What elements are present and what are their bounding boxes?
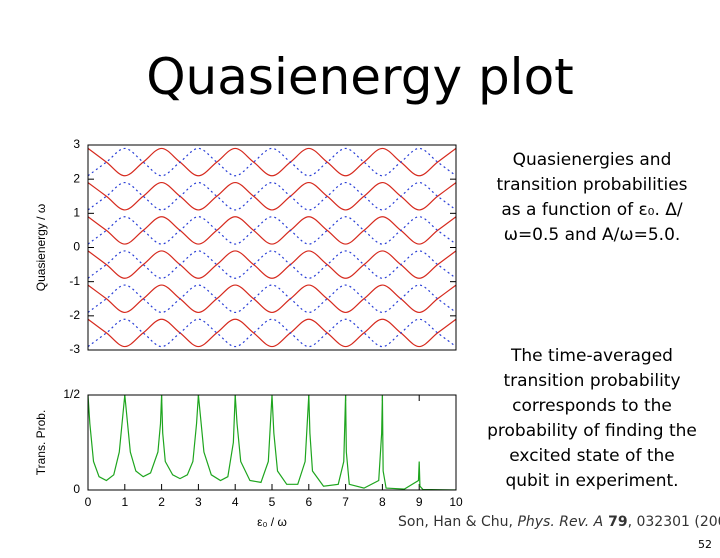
- x-tick-label: 10: [449, 495, 463, 509]
- plot-lines: [88, 395, 456, 490]
- series-line: [88, 181, 456, 211]
- series-line: [88, 284, 456, 314]
- y-tick-label: 0: [73, 240, 80, 254]
- y-axis-label: Quasienergy / ω: [34, 204, 48, 291]
- series-line: [88, 284, 456, 314]
- citation-journal: Phys. Rev. A: [517, 514, 604, 530]
- citation-part: , 032301 (2009): [627, 514, 720, 530]
- plot-lines: [88, 147, 456, 348]
- x-tick-label: 4: [232, 495, 239, 509]
- series-line: [88, 147, 456, 177]
- note: Quasienergies and transition probabiliti…: [496, 150, 688, 245]
- series-line: [88, 250, 456, 279]
- series-line: [88, 216, 456, 245]
- series-line: [88, 395, 456, 490]
- plot-frame: [87, 394, 457, 491]
- series-line: [88, 147, 456, 177]
- x-tick-label: 0: [85, 495, 92, 509]
- series-line: [88, 318, 456, 348]
- x-tick-label: 8: [379, 495, 386, 509]
- y-tick-label: 1: [73, 206, 80, 220]
- series-line: [88, 216, 456, 245]
- x-tick-label: 5: [269, 495, 276, 509]
- series-line: [88, 318, 456, 348]
- y-axis-label: Trans. Prob.: [34, 410, 48, 476]
- y-tick-label: -2: [69, 308, 80, 322]
- y-tick-label: 3: [73, 137, 80, 151]
- x-tick-label: 1: [121, 495, 128, 509]
- x-axis-label: ε₀ / ω: [257, 515, 287, 529]
- series-line: [88, 181, 456, 211]
- x-tick-label: 6: [305, 495, 312, 509]
- x-tick-label: 9: [416, 495, 423, 509]
- citation-volume: 79: [603, 514, 628, 530]
- y-tick-label: 0: [73, 482, 80, 496]
- series-line: [88, 250, 456, 279]
- y-tick-label: 1/2: [63, 387, 80, 401]
- plot-frame: [87, 144, 457, 351]
- y-tick-label: -3: [69, 342, 80, 356]
- y-tick-label: -1: [69, 274, 80, 288]
- citation-part: Son, Han & Chu,: [398, 514, 518, 530]
- x-tick-label: 2: [158, 495, 165, 509]
- note: The time-averaged transition probability…: [487, 346, 697, 491]
- x-tick-label: 7: [342, 495, 349, 509]
- slide-title: Quasienergy plot: [146, 48, 574, 106]
- y-tick-label: 2: [73, 171, 80, 185]
- page-number: 52: [698, 538, 712, 551]
- citation: Son, Han & Chu, Phys. Rev. A 79, 032301 …: [398, 514, 720, 530]
- x-tick-label: 3: [195, 495, 202, 509]
